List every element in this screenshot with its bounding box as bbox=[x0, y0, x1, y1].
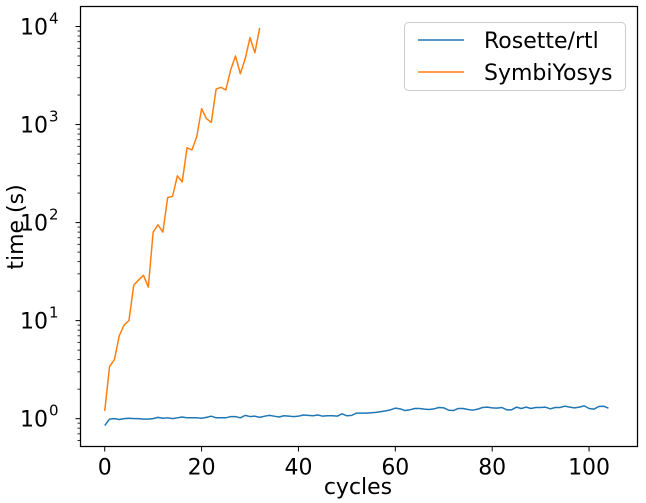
plot-area-frame bbox=[79, 5, 639, 448]
y-tick-label: 10 bbox=[20, 212, 48, 237]
x-tick-label: 20 bbox=[188, 456, 216, 481]
y-tick-exponent: 4 bbox=[49, 10, 59, 28]
x-axis: 0 20 40 60 80 100 bbox=[98, 446, 610, 481]
plot-lines bbox=[103, 27, 609, 427]
y-tick-label: 10 bbox=[20, 114, 48, 139]
series-line-rosette-rtl bbox=[104, 405, 609, 427]
x-axis-label: cycles bbox=[324, 475, 392, 500]
y-tick-exponent: 0 bbox=[49, 402, 59, 420]
y-tick-label: 10 bbox=[20, 310, 48, 335]
legend-label-symbiyosys: SymbiYosys bbox=[484, 61, 612, 86]
y-tick-label: 10 bbox=[20, 408, 48, 433]
x-tick-label: 40 bbox=[284, 456, 312, 481]
y-tick-label: 10 bbox=[20, 16, 48, 41]
y-axis-label: time (s) bbox=[4, 184, 29, 269]
y-tick-exponent: 2 bbox=[49, 206, 59, 224]
series-line-symbiyosys bbox=[103, 27, 261, 411]
legend-label-rosette-rtl: Rosette/rtl bbox=[484, 29, 599, 54]
legend: Rosette/rtl SymbiYosys bbox=[404, 22, 626, 91]
y-tick-exponent: 1 bbox=[49, 304, 59, 322]
y-tick-exponent: 3 bbox=[49, 108, 59, 126]
x-tick-label: 0 bbox=[98, 456, 112, 481]
x-tick-label: 60 bbox=[381, 456, 409, 481]
x-tick-label: 80 bbox=[478, 456, 506, 481]
x-tick-label: 100 bbox=[568, 456, 610, 481]
